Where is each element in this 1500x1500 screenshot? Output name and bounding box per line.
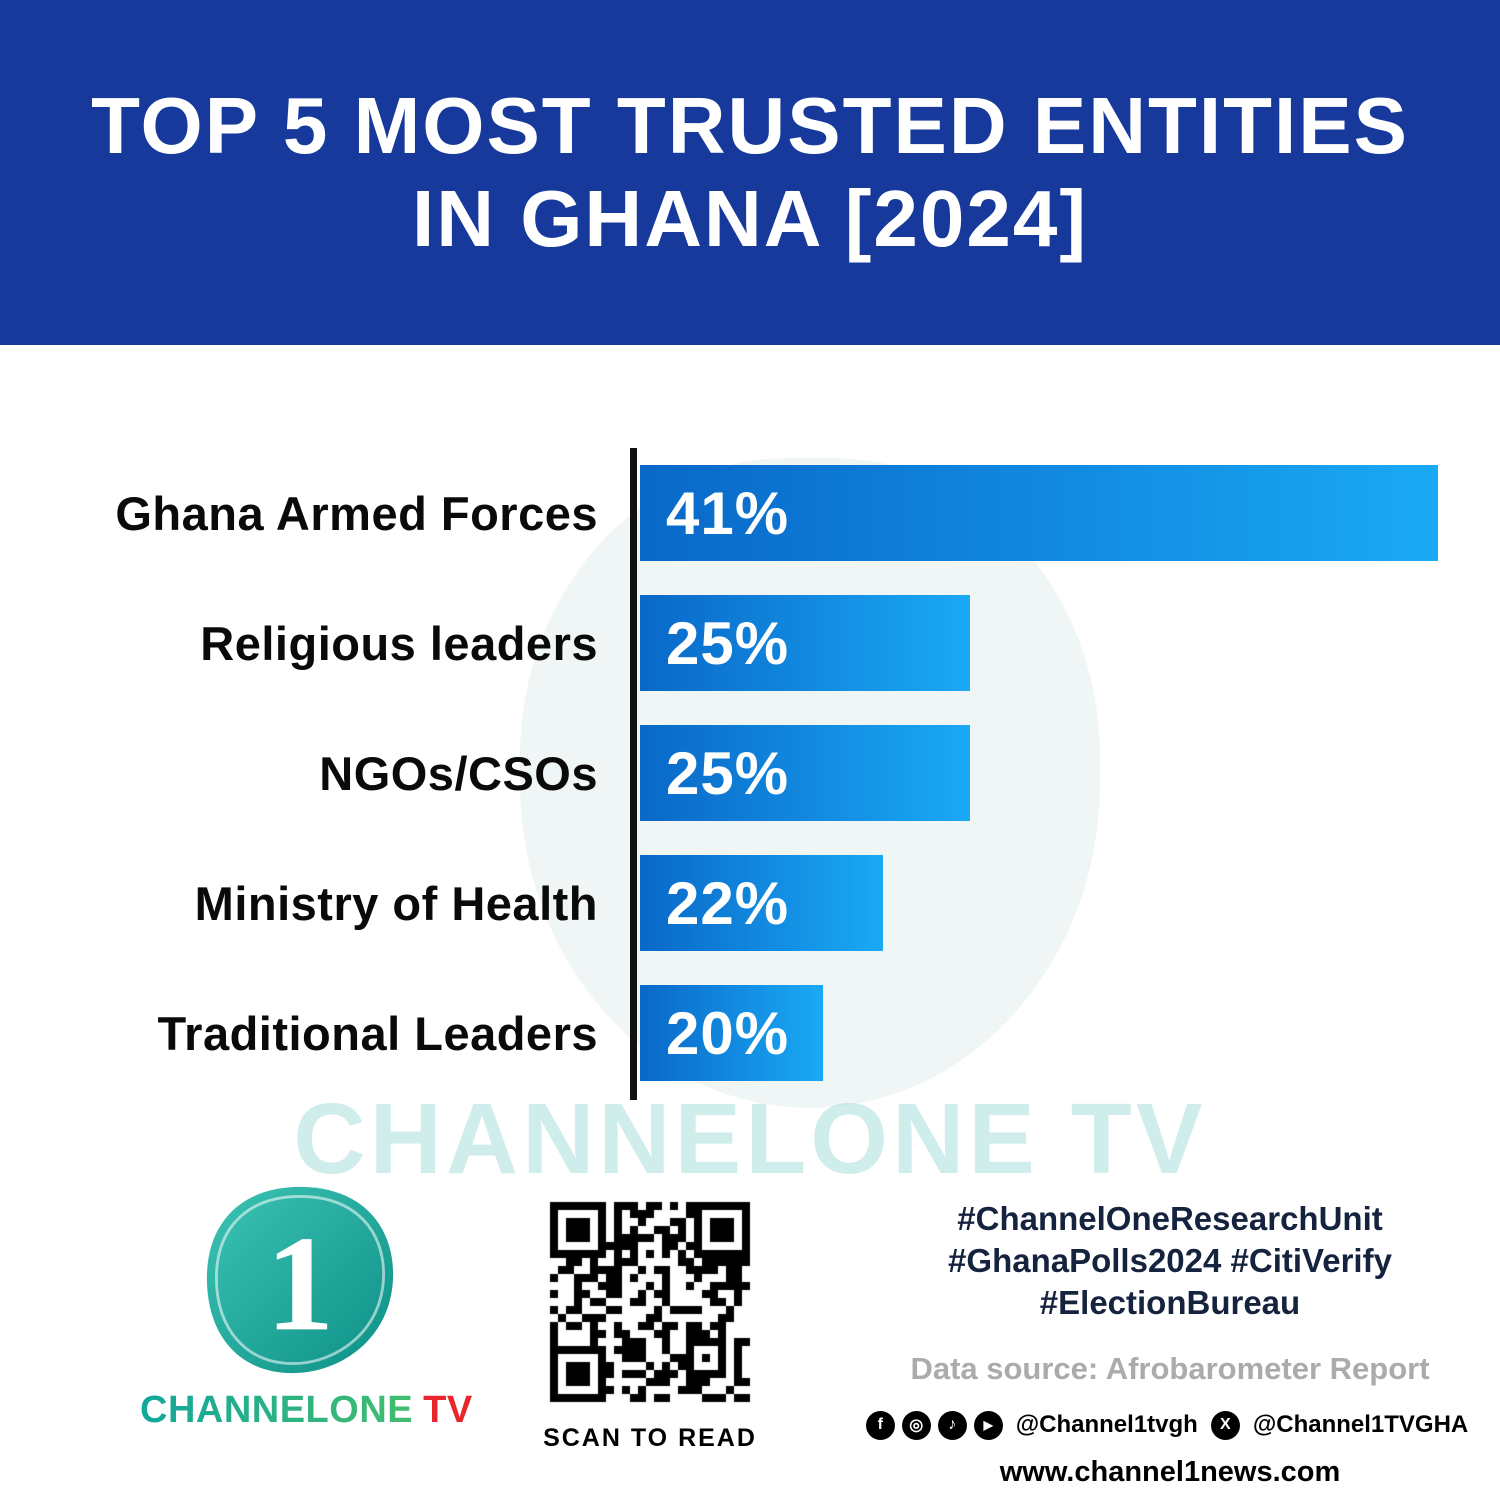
value-label: 20% [666,999,790,1067]
logo-number: 1 [266,1207,334,1359]
chart-axis-line [630,448,637,1100]
value-label: 25% [666,609,790,677]
channel-one-logo-icon: 1 [206,1186,394,1374]
qr-block: SCAN TO READ [535,1196,765,1453]
bar-religious-leaders: 25% [640,595,970,691]
bar-ngos-csos: 25% [640,725,970,821]
hashtag-line-3: #ElectionBureau [1039,1284,1301,1322]
brand-watermark: CHANNELONE TV [293,1083,1207,1195]
youtube-icon[interactable]: ▶ [973,1410,1003,1440]
social-handle-x[interactable]: @Channel1TVGHA [1252,1411,1469,1439]
wordmark-channelone: CHANNELONE [140,1389,414,1431]
bar-ministry-of-health: 22% [640,855,883,951]
wordmark-tv: TV [423,1389,473,1431]
chart-row: NGOs/CSOs 25% [0,708,1500,838]
value-label: 41% [666,479,790,547]
hashtag-line-1: #ChannelOneResearchUnit [957,1200,1383,1237]
header-banner: TOP 5 MOST TRUSTED ENTITIES IN GHANA [20… [0,0,1500,345]
category-label: Religious leaders [200,616,598,670]
value-label: 22% [666,869,790,937]
tiktok-icon[interactable]: ♪ [937,1410,967,1440]
hashtag-line-2: #GhanaPolls2024 #CitiVerify [948,1242,1392,1280]
category-label: Ghana Armed Forces [115,486,598,540]
chart-row: Traditional Leaders 20% [0,968,1500,1098]
page-title-line-1: TOP 5 MOST TRUSTED ENTITIES [91,81,1409,171]
chart-row: Ministry of Health 22% [0,838,1500,968]
data-source-text: Data source: Afrobarometer Report [910,1350,1430,1386]
qr-caption: SCAN TO READ [543,1424,757,1452]
facebook-icon[interactable]: f [865,1410,895,1440]
social-handle-primary[interactable]: @Channel1tvgh [1015,1411,1198,1439]
bar-traditional-leaders: 20% [640,985,823,1081]
website-url[interactable]: www.channel1news.com [999,1455,1341,1488]
bar-ghana-armed-forces: 41% [640,465,1438,561]
page-title-line-2: IN GHANA [2024] [411,173,1089,263]
chart-row: Ghana Armed Forces 41% [0,448,1500,578]
channel-one-logo-block: 1 CHANNELONE TV [140,1185,472,1432]
instagram-icon[interactable]: ◎ [901,1410,931,1440]
category-label: Traditional Leaders [157,1006,598,1060]
qr-code [544,1196,756,1408]
bar-chart: Ghana Armed Forces 41% Religious leaders… [0,448,1500,1108]
channel-one-wordmark: CHANNELONE TV [140,1389,472,1432]
category-label: NGOs/CSOs [319,746,598,800]
value-label: 25% [666,739,790,807]
category-label: Ministry of Health [194,876,598,930]
x-icon[interactable]: X [1210,1410,1240,1440]
social-row: f ◎ ♪ ▶ @Channel1tvgh X @Channel1TVGHA [865,1410,1468,1440]
chart-row: Religious leaders 25% [0,578,1500,708]
footer-info-block: #ChannelOneResearchUnit #GhanaPolls2024 … [865,1198,1468,1489]
